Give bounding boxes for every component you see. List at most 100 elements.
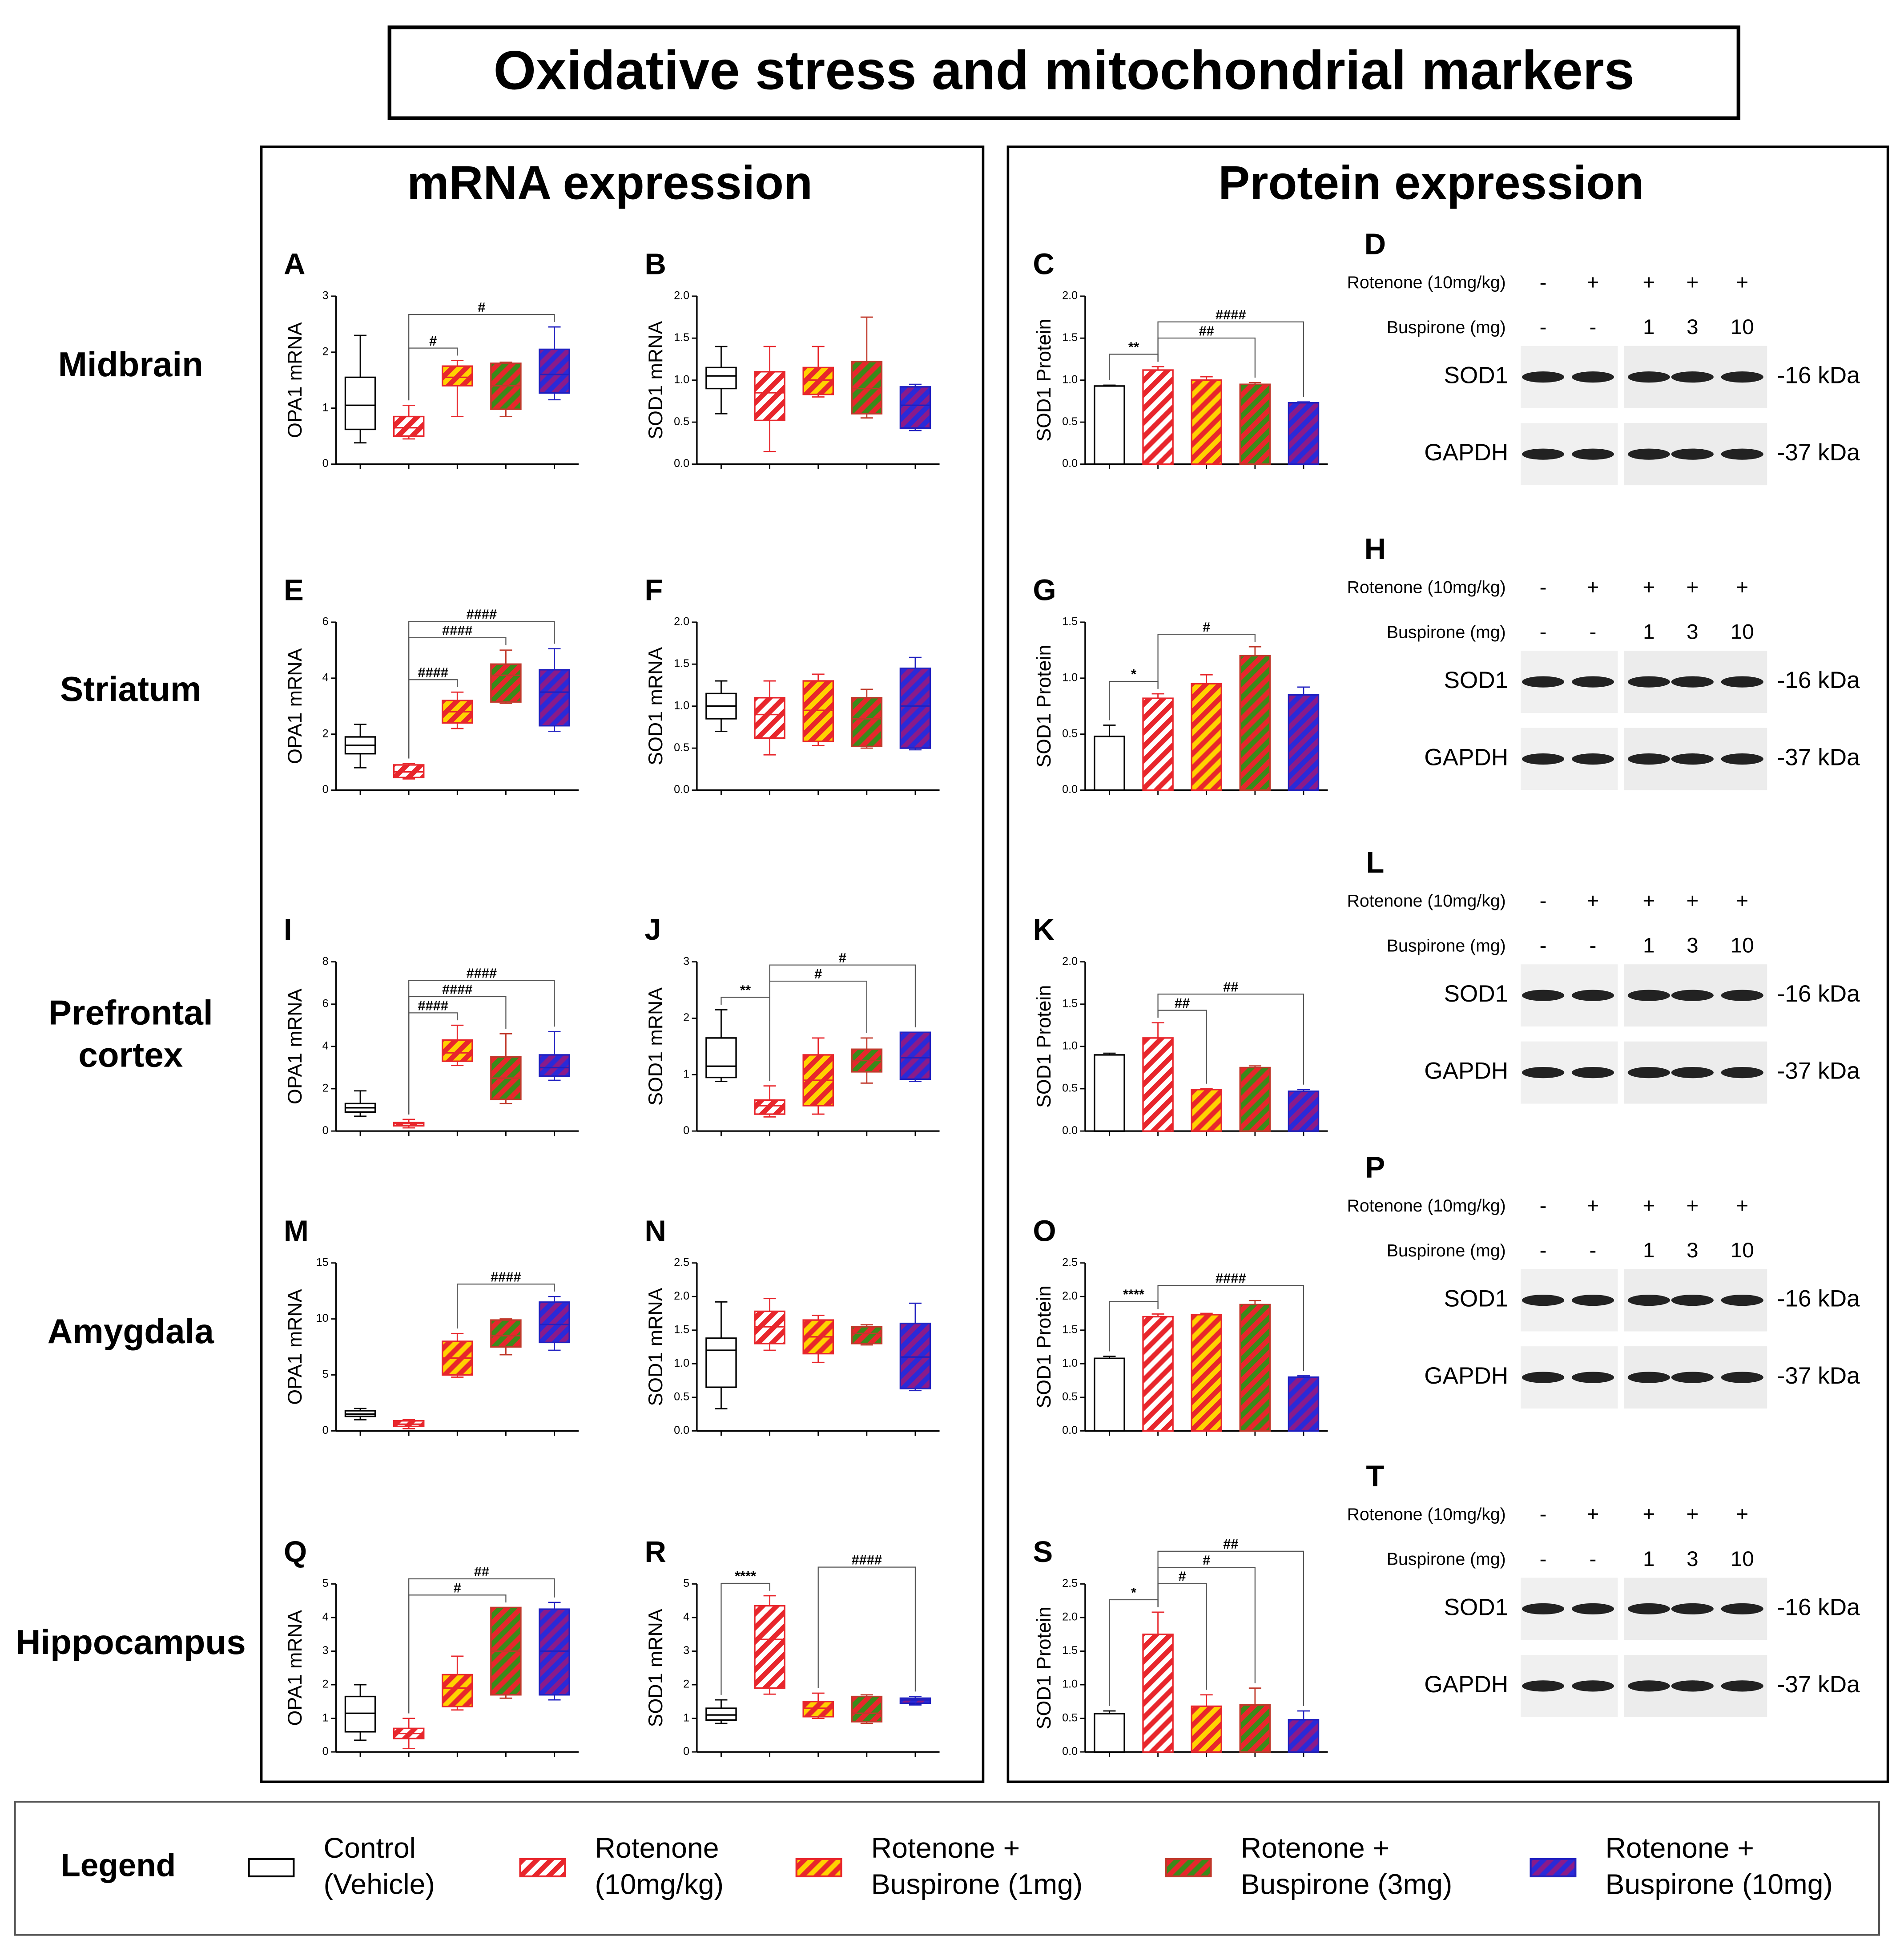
y-tick-label: 1.0 bbox=[674, 699, 689, 712]
band-label: GAPDH bbox=[1424, 1363, 1508, 1389]
y-tick-label: 0.0 bbox=[1062, 1424, 1078, 1437]
legend-frame bbox=[14, 1800, 1880, 1936]
y-axis-label: SOD1 mRNA bbox=[644, 1609, 667, 1727]
blot-band bbox=[1571, 1295, 1614, 1306]
box bbox=[705, 366, 737, 390]
band-size: -37 kDa bbox=[1777, 439, 1860, 466]
lane-label: + bbox=[1643, 1502, 1655, 1526]
significance-label: * bbox=[1131, 1585, 1136, 1600]
y-tick-label: 0 bbox=[322, 457, 329, 470]
bar bbox=[1239, 1704, 1271, 1753]
significance-label: #### bbox=[418, 998, 448, 1013]
blot-band bbox=[1721, 1295, 1763, 1306]
y-tick-label: 3 bbox=[322, 1644, 329, 1657]
panel-letter: Q bbox=[284, 1535, 307, 1569]
lane-label: + bbox=[1736, 1194, 1748, 1217]
band-size: -37 kDa bbox=[1777, 1671, 1860, 1698]
bar bbox=[1191, 1314, 1222, 1432]
y-axis-label: SOD1 mRNA bbox=[644, 321, 667, 439]
y-tick-label: 4 bbox=[322, 1611, 329, 1623]
blot-band bbox=[1627, 990, 1670, 1001]
bar bbox=[1288, 402, 1320, 465]
legend-label: Buspirone (1mg) bbox=[871, 1868, 1083, 1900]
significance-label: ** bbox=[1128, 339, 1139, 355]
significance-label: #### bbox=[418, 664, 448, 680]
y-axis-label: SOD1 mRNA bbox=[644, 1288, 667, 1406]
significance-label: # bbox=[429, 333, 437, 349]
blot-band bbox=[1627, 371, 1670, 383]
lane-label: 3 bbox=[1687, 1239, 1698, 1262]
y-tick-label: 0 bbox=[322, 1745, 329, 1758]
y-tick-label: 1 bbox=[683, 1711, 689, 1724]
panel-letter: G bbox=[1033, 573, 1056, 607]
blot-row-label: Rotenone (10mg/kg) bbox=[1347, 273, 1506, 292]
y-tick-label: 1.0 bbox=[1062, 1357, 1078, 1369]
band-label: SOD1 bbox=[1444, 981, 1508, 1007]
y-tick-label: 5 bbox=[322, 1577, 329, 1590]
y-tick-label: 1.5 bbox=[1062, 1644, 1078, 1657]
y-tick-label: 1.0 bbox=[1062, 671, 1078, 684]
band-size: -37 kDa bbox=[1777, 745, 1860, 771]
legend-label: Buspirone (10mg) bbox=[1605, 1868, 1832, 1900]
legend-swatch bbox=[248, 1858, 295, 1878]
blot-row-label: Buspirone (mg) bbox=[1387, 936, 1506, 955]
box bbox=[851, 697, 883, 748]
y-tick-label: 5 bbox=[322, 1368, 329, 1380]
lane-label: - bbox=[1540, 1502, 1547, 1526]
bar bbox=[1142, 369, 1174, 465]
lane-label: + bbox=[1686, 576, 1699, 599]
panel-letter: L bbox=[1366, 846, 1384, 879]
y-tick-label: 0.5 bbox=[674, 741, 689, 754]
significance-label: #### bbox=[852, 1552, 882, 1568]
band-size: -37 kDa bbox=[1777, 1363, 1860, 1389]
lane-label: + bbox=[1587, 270, 1599, 294]
y-tick-label: 1.0 bbox=[1062, 1040, 1078, 1052]
blot-band bbox=[1671, 1372, 1714, 1383]
lane-label: - bbox=[1540, 1239, 1547, 1262]
y-axis-label: SOD1 Protein bbox=[1033, 985, 1055, 1108]
lane-label: - bbox=[1540, 620, 1547, 644]
mrna-frame bbox=[260, 145, 985, 1783]
significance-label: #### bbox=[467, 607, 497, 622]
significance-label: #### bbox=[442, 623, 472, 638]
lane-label: + bbox=[1587, 889, 1599, 913]
box bbox=[539, 1608, 570, 1696]
y-tick-label: 2 bbox=[683, 1011, 689, 1024]
bar bbox=[1142, 1037, 1174, 1132]
blot-band bbox=[1627, 676, 1670, 688]
y-tick-label: 2.0 bbox=[1062, 955, 1078, 967]
blot-row-label: Buspirone (mg) bbox=[1387, 318, 1506, 337]
blot-band bbox=[1627, 753, 1670, 765]
lane-label: + bbox=[1587, 576, 1599, 599]
panel-letter: B bbox=[644, 247, 666, 281]
y-tick-label: 2.5 bbox=[1062, 1256, 1078, 1268]
blot-band bbox=[1671, 1295, 1714, 1306]
legend-swatch bbox=[1530, 1858, 1577, 1878]
panel-letter: S bbox=[1033, 1535, 1053, 1569]
lane-label: + bbox=[1686, 270, 1699, 294]
band-label: SOD1 bbox=[1444, 667, 1508, 693]
blot-band bbox=[1571, 990, 1614, 1001]
box bbox=[442, 365, 473, 386]
significance-label: #### bbox=[1216, 1270, 1246, 1286]
figure-title: Oxidative stress and mitochondrial marke… bbox=[494, 40, 1635, 101]
blot-band bbox=[1571, 753, 1614, 765]
blot-band bbox=[1522, 676, 1565, 688]
panel-letter: R bbox=[644, 1535, 666, 1569]
legend-label: Control bbox=[323, 1832, 415, 1864]
y-axis-label: OPA1 mRNA bbox=[284, 322, 306, 438]
significance-label: # bbox=[1203, 1552, 1210, 1568]
significance-label: # bbox=[814, 966, 822, 982]
blot-band bbox=[1671, 448, 1714, 460]
blot-band bbox=[1721, 753, 1763, 765]
blot-band bbox=[1671, 1603, 1714, 1615]
band-label: SOD1 bbox=[1444, 362, 1508, 389]
blot-band bbox=[1522, 1372, 1565, 1383]
y-tick-label: 3 bbox=[322, 290, 329, 302]
box bbox=[754, 371, 785, 422]
y-tick-label: 1.0 bbox=[674, 373, 689, 386]
y-axis-label: SOD1 mRNA bbox=[644, 987, 667, 1106]
y-tick-label: 1.5 bbox=[674, 1323, 689, 1336]
box bbox=[539, 1054, 570, 1077]
y-tick-label: 8 bbox=[322, 955, 329, 967]
